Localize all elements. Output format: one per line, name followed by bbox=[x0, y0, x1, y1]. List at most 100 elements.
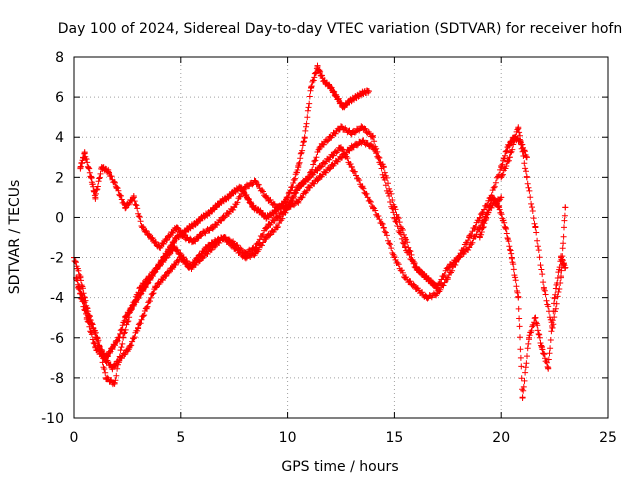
x-axis-label: GPS time / hours bbox=[281, 459, 398, 475]
data-point bbox=[190, 238, 197, 245]
y-tick-label: -4 bbox=[50, 291, 64, 307]
data-point bbox=[83, 314, 90, 321]
data-point bbox=[523, 174, 530, 181]
data-point bbox=[348, 130, 355, 137]
data-point bbox=[380, 164, 387, 171]
series-track-6 bbox=[498, 124, 569, 331]
data-point bbox=[316, 144, 323, 151]
data-point bbox=[147, 234, 154, 241]
data-point bbox=[327, 134, 334, 141]
data-point bbox=[263, 214, 270, 221]
axis-ticks bbox=[73, 56, 609, 419]
data-point bbox=[177, 254, 184, 261]
data-point bbox=[128, 304, 135, 311]
data-point bbox=[338, 144, 344, 151]
series-track-2 bbox=[77, 123, 441, 291]
data-point bbox=[333, 94, 340, 101]
data-point bbox=[88, 174, 95, 181]
data-point bbox=[160, 274, 167, 281]
data-point bbox=[412, 264, 419, 271]
data-point bbox=[103, 374, 110, 381]
data-point bbox=[173, 224, 180, 231]
data-point bbox=[305, 174, 312, 181]
data-point bbox=[143, 304, 150, 311]
y-tick-label: -8 bbox=[50, 371, 64, 387]
data-point bbox=[434, 290, 441, 297]
data-point bbox=[348, 144, 355, 151]
data-point bbox=[391, 204, 398, 211]
data-point bbox=[558, 254, 565, 261]
data-point bbox=[156, 244, 163, 251]
data-point bbox=[120, 334, 127, 341]
data-point bbox=[476, 214, 483, 221]
data-point bbox=[340, 104, 347, 111]
data-point bbox=[359, 124, 366, 131]
x-tick-label: 25 bbox=[599, 430, 617, 446]
data-point bbox=[252, 178, 259, 185]
data-point bbox=[532, 224, 539, 231]
data-point bbox=[525, 334, 532, 341]
data-point bbox=[519, 394, 526, 401]
data-point bbox=[256, 208, 263, 215]
data-point bbox=[402, 234, 409, 241]
data-point bbox=[209, 224, 216, 231]
data-point bbox=[199, 230, 206, 237]
y-tick-label: -2 bbox=[50, 251, 64, 267]
data-point bbox=[241, 254, 248, 261]
y-tick-label: 4 bbox=[55, 130, 64, 146]
data-point bbox=[504, 144, 511, 151]
x-tick-label: 10 bbox=[279, 430, 297, 446]
data-point bbox=[423, 294, 430, 301]
plot-frame bbox=[73, 56, 609, 419]
data-point bbox=[162, 254, 169, 261]
data-point bbox=[562, 204, 569, 211]
data-point bbox=[75, 284, 82, 291]
data-point bbox=[241, 184, 248, 191]
data-point bbox=[423, 274, 430, 281]
data-point bbox=[152, 284, 159, 291]
data-point bbox=[476, 234, 483, 241]
data-point bbox=[532, 314, 539, 321]
data-point bbox=[211, 238, 218, 245]
data-point bbox=[224, 194, 231, 201]
data-point bbox=[412, 284, 419, 291]
data-point bbox=[496, 204, 503, 211]
data-point bbox=[308, 84, 315, 91]
data-point bbox=[359, 90, 366, 97]
data-point bbox=[231, 244, 238, 251]
data-point bbox=[263, 224, 270, 231]
data-point bbox=[94, 334, 101, 341]
data-point bbox=[111, 380, 118, 387]
data-point bbox=[194, 254, 201, 261]
data-point bbox=[316, 164, 323, 171]
data-point bbox=[352, 94, 359, 101]
series-track-4 bbox=[75, 133, 530, 373]
data-point bbox=[301, 134, 308, 141]
x-tick-label: 0 bbox=[70, 430, 79, 446]
data-point bbox=[444, 274, 451, 281]
data-point bbox=[327, 154, 334, 161]
data-point bbox=[455, 254, 462, 261]
x-tick-label: 15 bbox=[385, 430, 403, 446]
data-point bbox=[538, 344, 545, 351]
y-tick-label: -10 bbox=[41, 411, 64, 427]
data-point bbox=[139, 224, 146, 231]
data-point bbox=[338, 154, 344, 161]
data-point bbox=[122, 204, 129, 211]
data-point bbox=[359, 138, 366, 145]
data-point bbox=[327, 164, 334, 171]
data-point bbox=[135, 324, 142, 331]
data-point bbox=[186, 224, 193, 231]
data-point bbox=[545, 364, 552, 371]
data-point bbox=[316, 174, 323, 181]
data-point bbox=[126, 344, 133, 351]
data-point bbox=[169, 264, 176, 271]
data-point bbox=[109, 364, 116, 371]
data-point bbox=[508, 254, 515, 261]
data-point bbox=[466, 234, 473, 241]
data-point bbox=[145, 274, 152, 281]
data-point bbox=[81, 150, 88, 157]
data-point bbox=[444, 264, 451, 271]
data-point bbox=[370, 134, 377, 141]
